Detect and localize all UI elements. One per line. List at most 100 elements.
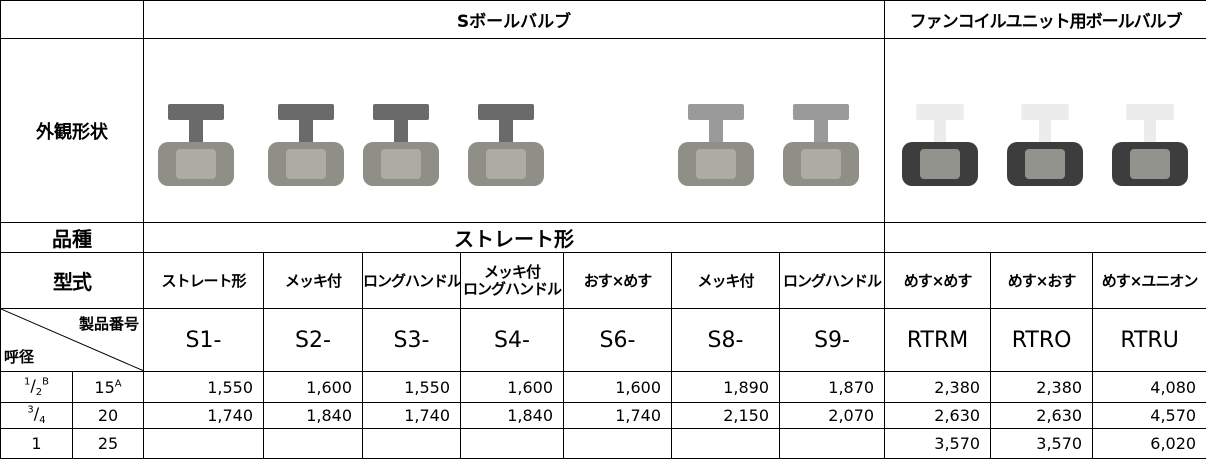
variety-row: 品種 ストレート形 (1, 223, 1206, 253)
model-text: メッキ付 (285, 272, 341, 290)
product-number: S6- (564, 309, 672, 372)
price: 1,890 (672, 372, 780, 403)
product-images (885, 39, 1206, 222)
price: 2,380 (885, 372, 991, 403)
model-cell: メッキ付 (264, 253, 363, 309)
model-cell: おす×めす (564, 253, 672, 309)
appearance-row: 外観形状 (1, 39, 1206, 223)
price (363, 429, 461, 459)
product-number: RTRO (991, 309, 1093, 372)
price: 1,600 (564, 372, 672, 403)
price: 1,600 (461, 372, 564, 403)
size-a: 25 (73, 429, 144, 459)
model-cell: ロングハンドル (363, 253, 461, 309)
model-cell: ロングハンドル (780, 253, 885, 309)
product-number: S4- (461, 309, 564, 372)
size-den: 4 (39, 416, 45, 427)
price (672, 429, 780, 459)
model-cell: めす×めす (885, 253, 991, 309)
valve-shape (486, 149, 526, 179)
valve-shape (696, 149, 736, 179)
model-text: メッキ付 (697, 272, 753, 290)
price: 1,550 (363, 372, 461, 403)
model-text: めす×ユニオン (1102, 272, 1198, 290)
product-number: S1- (144, 309, 264, 372)
price (564, 429, 672, 459)
row-label: 品種 (1, 223, 144, 253)
product-number: S3- (363, 309, 461, 372)
size-b: 3/4 (1, 403, 73, 429)
model-text: めす×おす (1008, 272, 1076, 290)
valve-shape (1025, 149, 1065, 179)
image-cell (144, 39, 885, 223)
price: 2,380 (991, 372, 1093, 403)
size-num: 1 (24, 377, 30, 388)
price: 1,870 (780, 372, 885, 403)
price: 1,600 (264, 372, 363, 403)
group-header: ファンコイルユニット用ボールバルブ (885, 1, 1206, 39)
price: 2,630 (885, 403, 991, 429)
price: 4,080 (1093, 372, 1206, 403)
model-text: めす×めす (904, 272, 972, 290)
header-label: 製品番号 (79, 313, 139, 334)
valve-shape (381, 149, 421, 179)
header-label: 呼径 (4, 346, 34, 367)
price: 6,020 (1093, 429, 1206, 459)
price: 2,630 (991, 403, 1093, 429)
row-label: 外観形状 (1, 39, 144, 223)
image-cell (885, 39, 1206, 223)
price: 1,550 (144, 372, 264, 403)
size-a: 20 (73, 403, 144, 429)
product-number: RTRM (885, 309, 991, 372)
diagonal-header: 製品番号 呼径 (1, 309, 144, 372)
price (461, 429, 564, 459)
model-cell: メッキ付 (672, 253, 780, 309)
price: 1,740 (144, 403, 264, 429)
size-a: 15A (73, 372, 144, 403)
price (780, 429, 885, 459)
size-value: 25 (98, 434, 118, 453)
valve-shape (920, 149, 960, 179)
model-cell: メッキ付ロングハンドル (461, 253, 564, 309)
valve-shape (801, 149, 841, 179)
size-value: 20 (98, 406, 118, 425)
price: 3,570 (991, 429, 1093, 459)
size-value: 1 (31, 434, 41, 453)
size-unit: A (115, 378, 122, 389)
model-text: ロングハンドル (363, 272, 461, 290)
price: 4,570 (1093, 403, 1206, 429)
size-b: 1 (1, 429, 73, 459)
product-images (144, 39, 885, 222)
model-text: おす×めす (584, 272, 652, 290)
size-b: 1/2B (1, 372, 73, 403)
model-cell: めす×ユニオン (1093, 253, 1206, 309)
model-text: ストレート形 (161, 272, 245, 290)
group-row: Sボールバルブ ファンコイルユニット用ボールバルブ (1, 1, 1206, 39)
group-header: Sボールバルブ (144, 1, 885, 39)
model-cell: ストレート形 (144, 253, 264, 309)
product-number: S8- (672, 309, 780, 372)
product-number: S9- (780, 309, 885, 372)
model-row: 型式 ストレート形メッキ付ロングハンドルメッキ付ロングハンドルおす×めすメッキ付… (1, 253, 1206, 309)
valve-shape (176, 149, 216, 179)
size-den: 2 (36, 387, 42, 398)
model-text: メッキ付 (484, 263, 540, 281)
corner (1, 1, 144, 39)
price: 2,070 (780, 403, 885, 429)
price (144, 429, 264, 459)
size-num: 3 (27, 405, 33, 416)
price: 3,570 (885, 429, 991, 459)
price (264, 429, 363, 459)
product-number: S2- (264, 309, 363, 372)
empty-cell (885, 223, 1206, 253)
price: 1,840 (264, 403, 363, 429)
price: 1,840 (461, 403, 564, 429)
variety: ストレート形 (144, 223, 885, 253)
size-value: 15 (94, 378, 114, 397)
